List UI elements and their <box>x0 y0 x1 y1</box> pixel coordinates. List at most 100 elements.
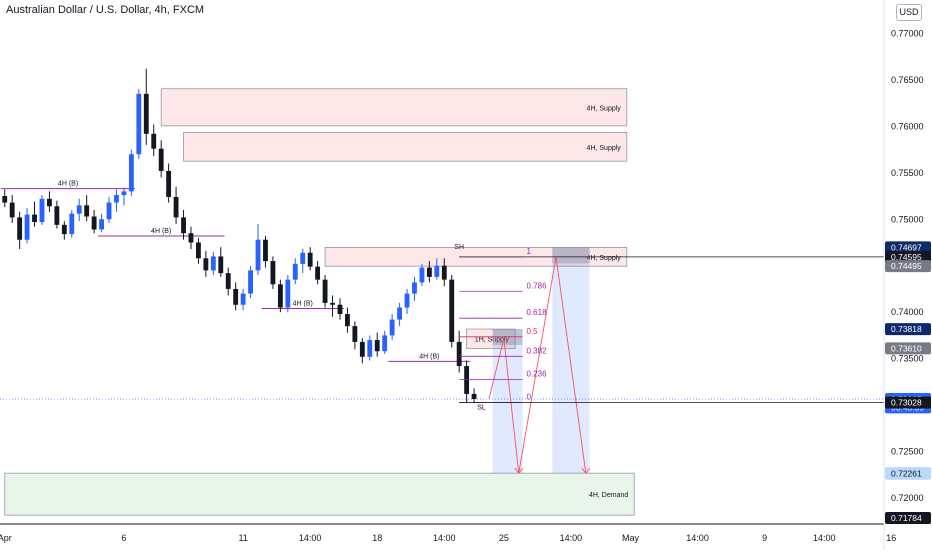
price-label-text: 0.71784 <box>891 513 922 523</box>
zone-label: 4H, Supply <box>587 105 622 112</box>
projection-box <box>492 329 523 474</box>
demand-zone <box>4 472 635 516</box>
candle-body <box>434 265 440 277</box>
y-tick-label: 0.72000 <box>891 493 924 503</box>
candle-body <box>181 217 186 234</box>
currency-button[interactable]: USD <box>896 4 922 21</box>
zone-label: 1H, Supply <box>475 337 510 344</box>
x-tick-label: 11 <box>238 533 247 543</box>
candle-body <box>456 341 462 367</box>
candle-body <box>84 205 90 217</box>
candle-body <box>143 93 149 134</box>
candle-body <box>32 214 37 223</box>
y-tick-label: 0.73500 <box>891 354 924 364</box>
x-tick-label: May <box>622 533 640 543</box>
candle-body <box>382 335 388 352</box>
projection-entry-box <box>552 247 590 264</box>
candle-body <box>263 239 268 262</box>
price-label-tag <box>885 512 931 525</box>
candles-layer <box>2 68 477 404</box>
candle-body <box>471 393 477 400</box>
candle-body <box>225 273 231 289</box>
candle-body <box>330 302 335 305</box>
x-tick-label: 14:00 <box>813 533 836 543</box>
supply-zone <box>183 131 628 162</box>
y-tick-label: 0.76500 <box>891 75 924 85</box>
candle-body <box>419 267 425 283</box>
projection-layer <box>488 247 591 474</box>
candle-body <box>99 219 104 230</box>
candle-body <box>54 206 60 225</box>
x-tick-label: 18 <box>372 533 382 543</box>
price-label-text: 0.73610 <box>891 343 922 353</box>
price-label-tag <box>885 342 931 355</box>
fib-level-label: 0 <box>527 392 532 401</box>
price-label-text: 0.74595 <box>891 252 922 262</box>
y-tick-label: 0.76000 <box>891 121 924 131</box>
candle-body <box>2 196 8 203</box>
candle-body <box>345 314 350 327</box>
y-tick-label: 0.72500 <box>891 447 924 457</box>
candle-body <box>210 256 216 271</box>
price-label-tag <box>885 260 931 273</box>
price-label-tag <box>885 396 931 409</box>
candle-body <box>412 282 417 294</box>
candle-body <box>39 198 45 223</box>
y-tick-label: 0.75000 <box>891 214 924 224</box>
levels-layer: 4H (B) 4H (B) 4H (B) 4H (B) SH SL <box>1 181 486 412</box>
candle-body <box>315 266 321 280</box>
price-label-tag <box>885 467 931 480</box>
candle-body <box>441 265 447 280</box>
x-tick-label: 14:00 <box>560 533 583 543</box>
candle-body <box>359 341 365 357</box>
break-level-label: 4H (B) <box>293 300 313 307</box>
candle-body <box>404 293 410 308</box>
candle-body <box>426 267 432 277</box>
candle-body <box>352 326 358 342</box>
candle-body <box>464 366 470 394</box>
x-tick-label: 6 <box>121 533 126 543</box>
candle-body <box>121 191 127 196</box>
candle-body <box>233 288 239 305</box>
x-tick-label: 16 <box>886 533 896 543</box>
price-label-text: 0.73818 <box>891 324 922 334</box>
candle-body <box>389 319 395 336</box>
price-label-tag <box>885 241 931 254</box>
swing-label: SH <box>454 244 464 251</box>
supply-zone <box>160 88 628 127</box>
price-label-text: 0.74697 <box>891 242 922 252</box>
candle-body <box>277 284 283 308</box>
fib-level-label: 0.786 <box>527 281 548 290</box>
candle-body <box>128 154 134 192</box>
candle-body <box>292 263 298 280</box>
fibonacci-layer: 1 0.786 0.618 0.5 0.382 0.236 0 <box>459 247 547 403</box>
candle-body <box>166 170 172 197</box>
candle-body <box>188 233 194 243</box>
candle-body <box>270 261 276 285</box>
candle-body <box>17 217 23 240</box>
zones-layer: 4H, Supply 4H, Supply 4H, Supply 1H, Supply… <box>4 88 635 516</box>
arrow-head <box>581 467 591 474</box>
break-level-label: 4H (B) <box>58 181 78 188</box>
x-tick-label: 14:00 <box>299 533 322 543</box>
candle-body <box>114 195 119 203</box>
candle-body <box>285 279 291 308</box>
candle-body <box>337 304 343 315</box>
candle-body <box>367 340 373 357</box>
candle-body <box>106 202 112 220</box>
candle-body <box>158 148 164 171</box>
y-tick-label: 0.74000 <box>891 307 924 317</box>
fib-level-label: 0.5 <box>527 327 539 336</box>
candle-body <box>322 279 328 303</box>
candle-body <box>151 133 157 149</box>
fib-level-label: 0.618 <box>527 308 548 317</box>
break-level-label: 4H (B) <box>151 228 171 235</box>
candle-body <box>240 293 246 305</box>
candle-body <box>9 202 15 218</box>
fib-level-label: 0.236 <box>527 370 548 379</box>
candle-body <box>24 214 30 240</box>
candle-body <box>47 198 52 207</box>
